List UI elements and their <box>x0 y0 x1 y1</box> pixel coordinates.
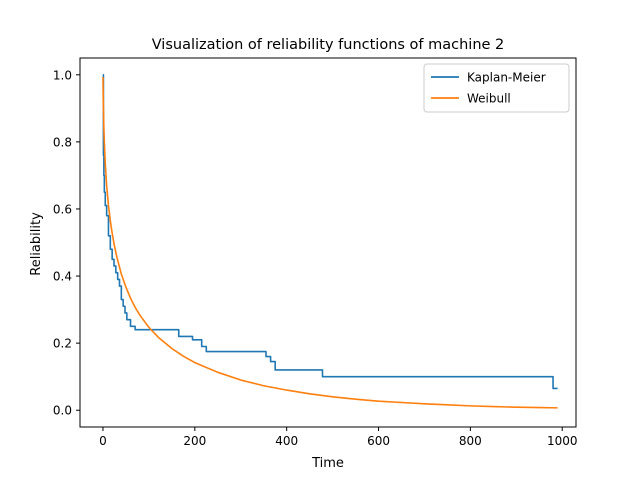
y-tick-label: 1.0 <box>53 68 72 82</box>
legend-box <box>423 63 570 113</box>
series-line-kaplan-meier <box>102 73 558 390</box>
y-tick-label: 0.4 <box>53 270 72 284</box>
y-tick-label: 0.0 <box>53 404 72 418</box>
x-axis-ticks: 0 200 400 600 800 1000 <box>99 427 577 448</box>
y-axis-ticks: 0.0 0.2 0.4 0.6 0.8 1.0 <box>53 68 80 418</box>
legend-label: Weibull <box>467 92 511 106</box>
y-tick-label: 0.6 <box>53 202 72 216</box>
x-tick-label: 1000 <box>547 434 578 448</box>
x-tick-label: 800 <box>459 434 482 448</box>
x-axis-label: Time <box>311 456 344 471</box>
x-tick-label: 400 <box>275 434 298 448</box>
chart-title: Visualization of reliability functions o… <box>152 37 505 53</box>
x-tick-label: 600 <box>367 434 390 448</box>
y-tick-label: 0.2 <box>53 337 72 351</box>
x-tick-label: 200 <box>183 434 206 448</box>
axes-frame <box>79 57 577 428</box>
y-axis-label: Reliability <box>29 212 44 276</box>
legend: Kaplan-Meier Weibull <box>423 63 570 113</box>
x-tick-label: 0 <box>99 434 107 448</box>
legend-label: Kaplan-Meier <box>467 71 546 85</box>
y-tick-label: 0.8 <box>53 135 72 149</box>
plot-area <box>102 73 558 409</box>
series-line-weibull <box>102 77 558 409</box>
